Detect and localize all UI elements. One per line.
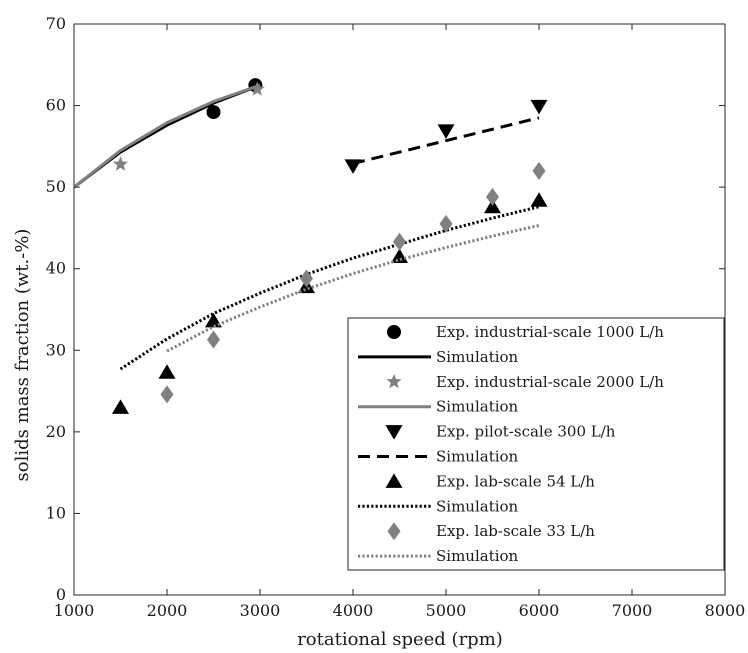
data-point xyxy=(530,99,548,115)
data-point xyxy=(484,198,501,214)
x-tick-label: 7000 xyxy=(612,601,653,620)
series-line xyxy=(352,116,540,165)
data-point xyxy=(158,364,176,379)
plot-frame xyxy=(73,23,726,596)
y-tick-label: 50 xyxy=(46,177,66,196)
data-point xyxy=(530,192,548,207)
series-layer xyxy=(73,78,548,414)
series-0 xyxy=(206,78,263,120)
data-point xyxy=(206,105,221,120)
legend-label: Exp. lab-scale 54 L/h xyxy=(436,472,595,490)
ticks-layer: 1000 2000 3000 4000 5000 6000 7000 8000 0 10 20 30 4… xyxy=(46,14,746,620)
x-tick-label: 2000 xyxy=(147,601,188,620)
y-tick-label: 60 xyxy=(46,96,66,115)
legend-label: Simulation xyxy=(436,398,519,416)
data-point xyxy=(439,214,453,233)
series-4 xyxy=(344,99,548,174)
data-point xyxy=(532,161,546,180)
y-tick-label: 20 xyxy=(46,422,66,441)
series-line xyxy=(166,224,540,353)
series-3 xyxy=(73,83,261,189)
y-tick-label: 70 xyxy=(46,14,66,33)
series-2 xyxy=(112,81,265,171)
x-tick-label: 8000 xyxy=(705,601,746,620)
data-point xyxy=(393,232,406,251)
legend-marker xyxy=(386,373,402,389)
legend-marker xyxy=(385,473,403,488)
plot-area xyxy=(73,23,726,596)
legend-box xyxy=(347,317,725,571)
data-point xyxy=(112,399,129,414)
legend-label: Simulation xyxy=(436,547,519,565)
legend-marker xyxy=(385,425,403,440)
legend-label: Exp. industrial-scale 2000 L/h xyxy=(436,373,664,391)
y-tick-label: 30 xyxy=(46,340,66,359)
data-point xyxy=(249,81,265,96)
series-line xyxy=(73,83,261,189)
legend-label: Exp. pilot-scale 300 L/h xyxy=(436,423,616,441)
x-tick-label: 3000 xyxy=(240,601,281,620)
y-tick-label: 0 xyxy=(56,585,66,604)
x-tick-label: 5000 xyxy=(426,601,467,620)
legend-label: Exp. lab-scale 33 L/h xyxy=(436,522,595,540)
x-tick-label: 6000 xyxy=(519,601,560,620)
x-axis-label: rotational speed (rpm) xyxy=(297,629,503,650)
y-tick-label: 40 xyxy=(46,259,66,278)
legend-label: Simulation xyxy=(436,348,519,366)
y-axis-label: solids mass fraction (wt.-%) xyxy=(12,229,33,482)
legend-label: Simulation xyxy=(436,448,519,466)
y-tick-label: 10 xyxy=(46,503,66,522)
data-point xyxy=(112,156,129,171)
data-point xyxy=(437,124,455,139)
data-point xyxy=(391,248,408,263)
series-line xyxy=(73,83,261,189)
series-5 xyxy=(352,116,540,165)
data-point xyxy=(207,330,220,349)
data-point xyxy=(300,269,313,288)
series-8 xyxy=(160,161,546,404)
legend-marker xyxy=(387,522,401,541)
legend: Exp. industrial-scale 1000 L/h Simulation… xyxy=(347,317,725,571)
series-9 xyxy=(166,224,540,353)
series-7 xyxy=(119,205,540,371)
legend-marker xyxy=(387,325,401,339)
series-line xyxy=(119,205,540,371)
data-point xyxy=(486,187,499,206)
x-tick-label: 1000 xyxy=(54,601,95,620)
legend-label: Simulation xyxy=(436,497,519,515)
legend-label: Exp. industrial-scale 1000 L/h xyxy=(436,323,664,341)
x-tick-label: 4000 xyxy=(333,601,374,620)
series-1 xyxy=(73,83,261,189)
data-point xyxy=(160,385,174,404)
